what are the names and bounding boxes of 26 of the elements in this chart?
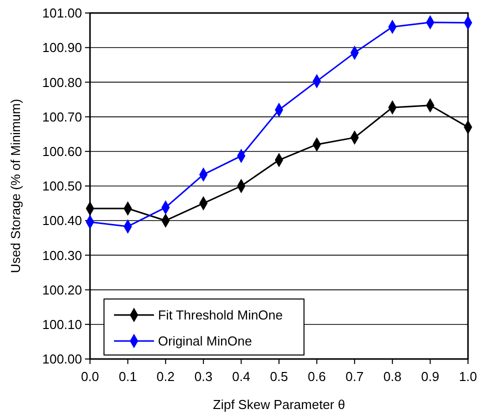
y-tick-label: 100.20 <box>42 282 82 298</box>
x-tick-label: 0.5 <box>270 369 288 384</box>
x-tick-label: 0.6 <box>308 369 326 384</box>
legend-label: Original MinOne <box>158 334 252 349</box>
y-tick-label: 100.70 <box>42 109 82 124</box>
y-tick-label: 100.50 <box>42 178 82 194</box>
x-tick-label: 0.7 <box>346 369 364 384</box>
y-tick-label: 100.90 <box>42 40 82 56</box>
y-tick-label: 100.00 <box>42 352 82 367</box>
y-tick-label: 100.40 <box>42 213 82 228</box>
y-tick-label: 100.80 <box>42 74 82 90</box>
x-tick-label: 0.1 <box>118 369 137 384</box>
x-axis-title: Zipf Skew Parameter θ <box>212 397 346 412</box>
x-tick-label: 0.0 <box>80 369 100 384</box>
x-tick-label: 0.2 <box>156 369 175 384</box>
x-tick-label: 0.9 <box>421 369 440 384</box>
y-tick-label: 100.60 <box>42 144 82 159</box>
x-tick-label: 0.8 <box>383 369 402 384</box>
y-tick-label: 100.30 <box>42 248 82 263</box>
y-tick-label: 100.10 <box>42 316 82 332</box>
x-tick-label: 0.3 <box>194 369 212 384</box>
x-tick-label: 0.4 <box>232 369 250 384</box>
legend-label: Fit Threshold MinOne <box>158 308 283 323</box>
y-axis-title: Used Storage (% of Minimum) <box>8 98 23 274</box>
x-tick-label: 1.0 <box>458 369 478 384</box>
y-tick-label: 101.00 <box>42 6 82 21</box>
